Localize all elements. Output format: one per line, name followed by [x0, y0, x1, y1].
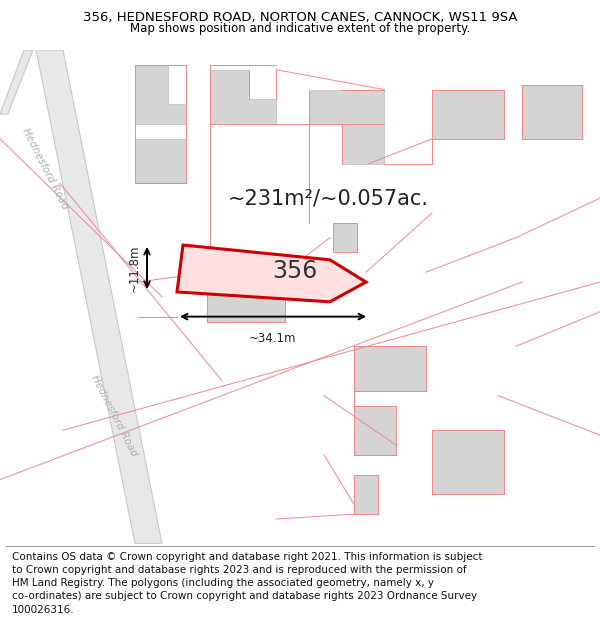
- Text: ~11.8m: ~11.8m: [128, 244, 141, 292]
- Polygon shape: [0, 50, 33, 114]
- Text: ~34.1m: ~34.1m: [249, 332, 297, 346]
- Polygon shape: [135, 139, 186, 183]
- Polygon shape: [333, 222, 357, 253]
- Polygon shape: [432, 430, 504, 494]
- Polygon shape: [207, 272, 285, 321]
- Polygon shape: [309, 89, 384, 164]
- Text: Hednesford Road: Hednesford Road: [89, 373, 139, 458]
- Polygon shape: [522, 84, 582, 139]
- Text: Contains OS data © Crown copyright and database right 2021. This information is : Contains OS data © Crown copyright and d…: [12, 552, 482, 614]
- Text: 356: 356: [272, 259, 318, 283]
- Polygon shape: [354, 406, 396, 455]
- Polygon shape: [354, 346, 426, 391]
- Polygon shape: [177, 245, 366, 302]
- Polygon shape: [135, 65, 186, 124]
- Text: 356, HEDNESFORD ROAD, NORTON CANES, CANNOCK, WS11 9SA: 356, HEDNESFORD ROAD, NORTON CANES, CANN…: [83, 11, 517, 24]
- Polygon shape: [36, 50, 162, 544]
- Text: Map shows position and indicative extent of the property.: Map shows position and indicative extent…: [130, 22, 470, 35]
- Text: Hednesford Road: Hednesford Road: [20, 126, 70, 211]
- Polygon shape: [432, 89, 504, 139]
- Polygon shape: [354, 474, 378, 514]
- Text: ~231m²/~0.057ac.: ~231m²/~0.057ac.: [228, 188, 429, 208]
- Polygon shape: [210, 70, 276, 124]
